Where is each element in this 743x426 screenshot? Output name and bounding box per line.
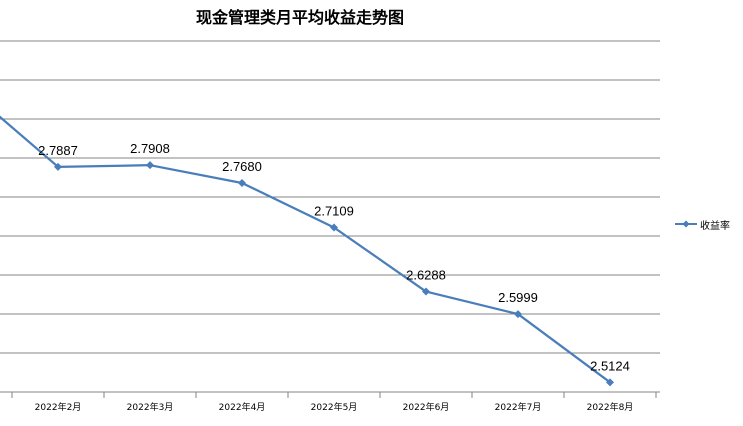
data-label: 2.7680 [222, 159, 262, 174]
data-point [330, 223, 338, 232]
x-tick-labels: 2022年2月 2022年3月 2022年4月 2022年5月 2022年6月 2022年… [35, 401, 634, 413]
data-point [422, 287, 430, 296]
data-label: 2.6288 [406, 268, 446, 283]
x-tick-label: 2022年5月 [311, 401, 358, 413]
data-point [606, 378, 614, 387]
x-tick-label: 2022年8月 [587, 401, 634, 413]
data-label: 2.7908 [130, 141, 170, 156]
chart-title: 现金管理类月平均收益走势图 [195, 8, 404, 27]
legend-label: 收益率 [700, 220, 730, 232]
data-labels: 2.7887 2.7908 2.7680 2.7109 2.6288 2.5999 2.51… [38, 141, 630, 373]
x-tick-label: 2022年3月 [127, 401, 174, 413]
x-tick-label: 2022年6月 [403, 401, 450, 413]
data-label: 2.5999 [498, 290, 538, 305]
legend-line-marker [675, 220, 697, 228]
data-point [54, 162, 62, 171]
data-label: 2.7109 [314, 203, 354, 218]
x-tick-label: 2022年4月 [219, 401, 266, 413]
data-point [514, 310, 522, 319]
series-line [0, 115, 614, 387]
data-point [238, 178, 246, 187]
x-tick-label: 2022年7月 [495, 401, 542, 413]
x-tick-label: 2022年2月 [35, 401, 82, 413]
gridlines [0, 40, 660, 354]
legend: 收益率 [675, 216, 730, 232]
data-point [146, 161, 154, 170]
data-label: 2.7887 [38, 143, 78, 158]
series-polyline [0, 115, 611, 384]
x-axis [0, 391, 660, 398]
data-label: 2.5124 [590, 358, 630, 373]
